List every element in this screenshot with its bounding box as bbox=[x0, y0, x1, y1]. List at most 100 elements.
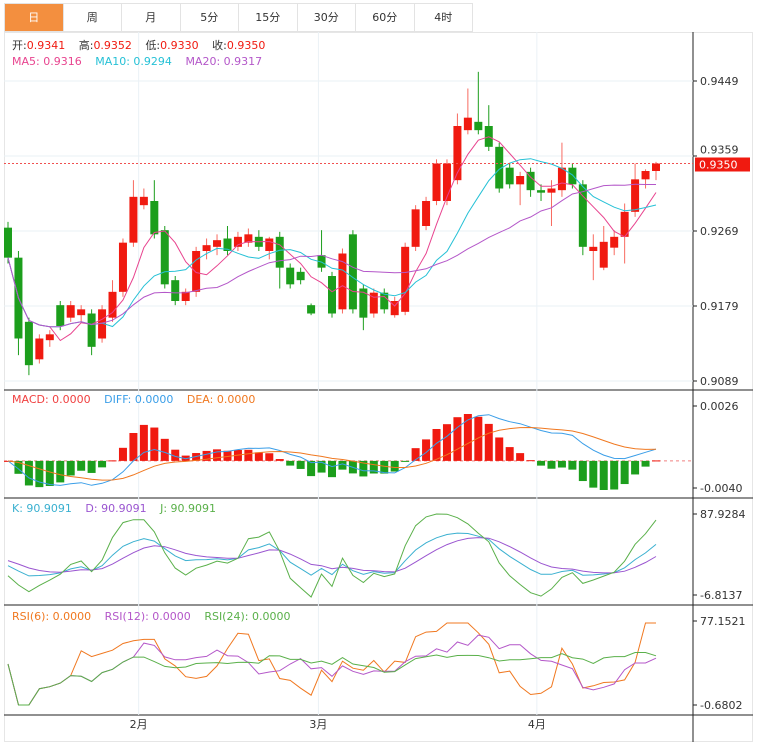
candle-up bbox=[45, 334, 54, 341]
macd-bar bbox=[578, 460, 587, 482]
macd-bar bbox=[171, 449, 180, 461]
candle-down bbox=[537, 190, 546, 193]
candle-up bbox=[118, 242, 127, 292]
ma20-line bbox=[7, 183, 656, 328]
tab-2[interactable]: 月 bbox=[122, 4, 181, 31]
candle-down bbox=[223, 238, 232, 251]
tab-5[interactable]: 30分 bbox=[298, 4, 356, 31]
macd-bar bbox=[56, 460, 65, 483]
macd-bar bbox=[453, 417, 462, 461]
candle-up bbox=[66, 305, 75, 318]
candle-down bbox=[24, 321, 33, 366]
indicator-tick-label: 87.9284 bbox=[700, 508, 746, 521]
close-value: 0.9350 bbox=[226, 39, 266, 52]
macd-bar bbox=[526, 460, 535, 462]
candle-up bbox=[390, 301, 399, 316]
tab-4[interactable]: 15分 bbox=[239, 4, 298, 31]
candle-up bbox=[181, 291, 190, 301]
macd-bar bbox=[411, 448, 420, 461]
candle-up bbox=[233, 236, 242, 247]
candle-down bbox=[171, 280, 180, 301]
ma20-legend: MA20: 0.9317 bbox=[185, 55, 263, 68]
period-tabs: 日周月 5分 15分 30分 60分 4时 bbox=[4, 3, 473, 32]
dea-line bbox=[7, 426, 657, 481]
macd-bar bbox=[160, 438, 169, 461]
macd-bar bbox=[610, 460, 619, 490]
candle-up bbox=[620, 211, 629, 237]
macd-bar bbox=[150, 427, 159, 461]
macd-bar bbox=[620, 460, 629, 485]
low-label: 低: bbox=[145, 39, 161, 52]
high-value: 0.9352 bbox=[93, 39, 132, 52]
macd-bar bbox=[87, 460, 96, 473]
macd-bar bbox=[98, 460, 107, 468]
indicator-tick-label: -0.6802 bbox=[700, 699, 742, 712]
candle-up bbox=[108, 291, 117, 318]
macd-legend-macd: MACD: 0.0000 bbox=[12, 393, 91, 406]
tab-0[interactable]: 日 bbox=[5, 4, 64, 31]
candle-up bbox=[265, 238, 274, 251]
candle-down bbox=[526, 171, 535, 191]
macd-bar bbox=[463, 414, 472, 461]
tab-6[interactable]: 60分 bbox=[356, 4, 415, 31]
candle-down bbox=[474, 121, 483, 131]
macd-bar bbox=[296, 460, 305, 469]
macd-bar bbox=[537, 460, 546, 466]
candle-down bbox=[56, 305, 65, 326]
candle-up bbox=[338, 253, 347, 310]
macd-bar bbox=[484, 423, 493, 461]
candle-down bbox=[286, 267, 295, 285]
macd-bar bbox=[213, 449, 222, 461]
macd-bar bbox=[35, 460, 44, 488]
kdj-legend: K: 90.9091 D: 90.9091 J: 90.9091 bbox=[12, 502, 226, 515]
candle-up bbox=[432, 163, 441, 201]
macd-legend: MACD: 0.0000 DIFF: 0.0000 DEA: 0.0000 bbox=[12, 393, 265, 406]
candle-up bbox=[516, 176, 525, 185]
open-value: 0.9341 bbox=[26, 39, 66, 52]
price-tick-label: 0.9089 bbox=[700, 375, 739, 388]
macd-bar bbox=[328, 460, 336, 478]
candle-up bbox=[631, 179, 640, 212]
last-price-badge bbox=[695, 157, 750, 172]
rsi-legend-6: RSI(6): 0.0000 bbox=[12, 610, 92, 623]
candle-down bbox=[275, 236, 284, 268]
rsi-legend: RSI(6): 0.0000 RSI(12): 0.0000 RSI(24): … bbox=[12, 610, 300, 623]
macd-bar bbox=[432, 428, 441, 461]
last-price-label: 0.9350 bbox=[699, 159, 738, 172]
candle-up bbox=[652, 163, 660, 171]
macd-legend-diff: DIFF: 0.0000 bbox=[104, 393, 174, 406]
diff-line bbox=[7, 414, 657, 486]
rsi12-line bbox=[7, 634, 657, 706]
ohlc-legend: 开:0.9341 高:0.9352 低:0.9330 收:0.9350 bbox=[12, 39, 275, 52]
candle-down bbox=[505, 167, 514, 185]
macd-bar bbox=[599, 460, 608, 490]
macd-bar bbox=[390, 460, 399, 472]
tab-1[interactable]: 周 bbox=[64, 4, 122, 31]
macd-bar bbox=[129, 432, 138, 461]
macd-bar bbox=[275, 459, 284, 461]
open-label: 开: bbox=[12, 39, 27, 52]
tab-3[interactable]: 5分 bbox=[181, 4, 239, 31]
tab-7[interactable]: 4时 bbox=[415, 4, 473, 31]
macd-bar bbox=[202, 450, 211, 461]
macd-bar bbox=[45, 460, 54, 486]
low-value: 0.9330 bbox=[160, 39, 199, 52]
macd-bar bbox=[244, 449, 253, 461]
macd-bar bbox=[108, 460, 117, 462]
rsi-legend-24: RSI(24): 0.0000 bbox=[204, 610, 291, 623]
candle-down bbox=[348, 234, 357, 310]
macd-bar bbox=[223, 450, 232, 461]
j-line bbox=[7, 513, 657, 598]
macd-legend-dea: DEA: 0.0000 bbox=[186, 393, 256, 406]
x-axis-label: 4月 bbox=[528, 718, 546, 731]
price-tick-label: 0.9179 bbox=[700, 300, 739, 313]
price-tick-label: 0.9359 bbox=[700, 144, 739, 157]
candle-up bbox=[98, 309, 107, 339]
candle-up bbox=[213, 240, 222, 247]
candle-up bbox=[244, 234, 253, 243]
candle-up bbox=[463, 117, 472, 131]
ma5-line bbox=[7, 136, 657, 342]
x-axis-label: 2月 bbox=[130, 718, 148, 731]
indicator-tick-label: 77.1521 bbox=[700, 615, 746, 628]
